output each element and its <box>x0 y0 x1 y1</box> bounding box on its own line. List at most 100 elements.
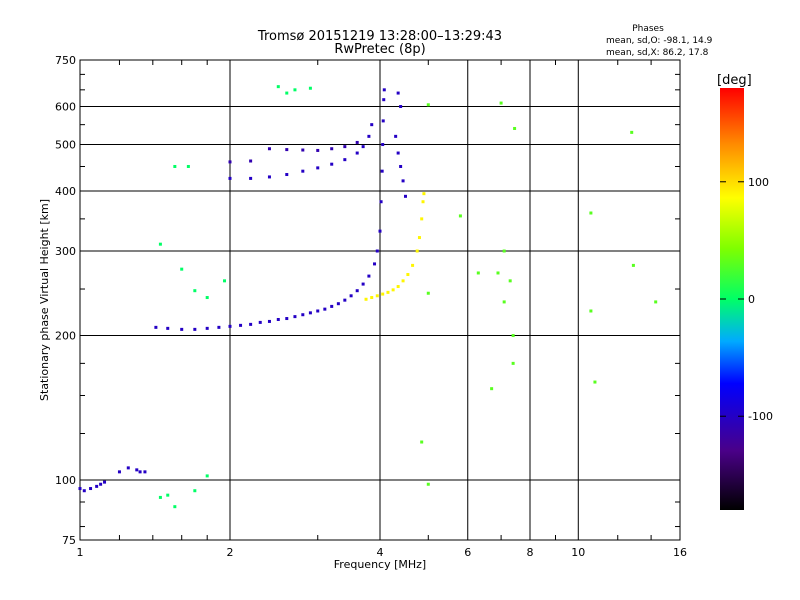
data-point <box>381 143 385 147</box>
data-point <box>502 249 506 253</box>
data-point <box>361 282 365 286</box>
data-point <box>589 309 593 313</box>
data-point <box>426 103 430 107</box>
data-point <box>217 325 221 329</box>
data-point <box>205 296 209 300</box>
data-point <box>458 214 462 218</box>
data-point <box>323 307 327 311</box>
y-tick-label: 750 <box>55 54 76 67</box>
data-point <box>267 319 271 323</box>
data-point <box>361 145 365 149</box>
data-point <box>349 294 353 298</box>
data-point <box>426 482 430 486</box>
y-tick-label: 100 <box>55 474 76 487</box>
data-point <box>316 309 320 313</box>
data-point <box>375 294 379 298</box>
data-point <box>386 290 390 294</box>
data-point <box>82 489 86 493</box>
data-point <box>511 361 515 365</box>
data-point <box>420 440 424 444</box>
phase-info-title: Phases <box>632 24 664 34</box>
data-point <box>308 311 312 315</box>
data-point <box>180 267 184 271</box>
colorbar-tick-label: 100 <box>748 176 769 189</box>
data-point <box>258 320 262 324</box>
data-point <box>370 123 374 127</box>
data-point <box>403 194 407 198</box>
phase-info-o: mean, sd,O: -98.1, 14.9 <box>606 36 713 46</box>
data-point <box>99 482 103 486</box>
data-point <box>330 304 334 308</box>
data-point <box>396 285 400 289</box>
data-point <box>394 134 398 138</box>
x-tick-label: 1 <box>77 546 84 559</box>
data-point <box>228 324 232 328</box>
data-point <box>158 242 162 246</box>
data-point <box>476 271 480 275</box>
data-point <box>426 291 430 295</box>
data-point <box>401 179 405 183</box>
grid-lines <box>80 60 680 540</box>
data-point <box>399 105 403 109</box>
data-point <box>589 211 593 215</box>
data-point <box>95 484 99 488</box>
x-tick-label: 16 <box>673 546 687 559</box>
y-tick-label: 200 <box>55 330 76 343</box>
data-point <box>401 279 405 283</box>
data-point <box>205 474 209 478</box>
data-point <box>343 158 347 162</box>
data-point <box>249 176 253 180</box>
data-point <box>228 176 232 180</box>
y-tick-label: 600 <box>55 101 76 114</box>
data-point <box>417 236 421 240</box>
data-point <box>396 91 400 95</box>
data-point <box>154 325 158 329</box>
data-point <box>293 88 297 92</box>
data-point <box>267 175 271 179</box>
data-point <box>381 292 385 296</box>
data-point <box>406 273 410 277</box>
data-point <box>415 249 419 253</box>
x-tick-label: 2 <box>227 546 234 559</box>
data-point <box>78 487 82 491</box>
data-point <box>205 326 209 330</box>
data-point <box>89 487 93 491</box>
chart-subtitle: RwPretec (8p) <box>334 42 425 57</box>
x-tick-label: 4 <box>377 546 384 559</box>
data-point <box>490 387 494 391</box>
data-point <box>186 164 190 168</box>
data-point <box>399 164 403 168</box>
colorbar-tick-label: 0 <box>748 293 755 306</box>
data-point <box>370 296 374 300</box>
data-point <box>166 493 170 497</box>
data-point <box>422 192 426 196</box>
data-point <box>367 134 371 138</box>
data-point <box>276 85 280 89</box>
x-axis-label: Frequency [MHz] <box>334 558 426 571</box>
data-point <box>193 327 197 331</box>
chart-title: Tromsø 20151219 13:28:00–13:29:43 <box>257 29 502 44</box>
data-point <box>180 327 184 331</box>
data-point <box>103 480 107 484</box>
data-points <box>78 85 658 509</box>
data-point <box>630 130 634 134</box>
data-point <box>380 169 384 173</box>
data-point <box>367 274 371 278</box>
data-point <box>420 217 424 221</box>
y-axis-label: Stationary phase Virtual Height [km] <box>38 199 51 401</box>
colorbar-tick-label: -100 <box>748 410 773 423</box>
data-point <box>396 151 400 155</box>
y-tick-label: 300 <box>55 245 76 258</box>
data-point <box>391 288 395 292</box>
data-point <box>143 470 147 474</box>
y-tick-label: 500 <box>55 139 76 152</box>
data-point <box>502 300 506 304</box>
y-tick-label: 75 <box>62 534 76 547</box>
data-point <box>193 489 197 493</box>
colorbar-ticks: 100 0 -100 <box>720 176 773 423</box>
data-point <box>285 173 289 177</box>
data-point <box>593 380 597 384</box>
data-point <box>411 263 415 267</box>
data-point <box>511 334 515 338</box>
